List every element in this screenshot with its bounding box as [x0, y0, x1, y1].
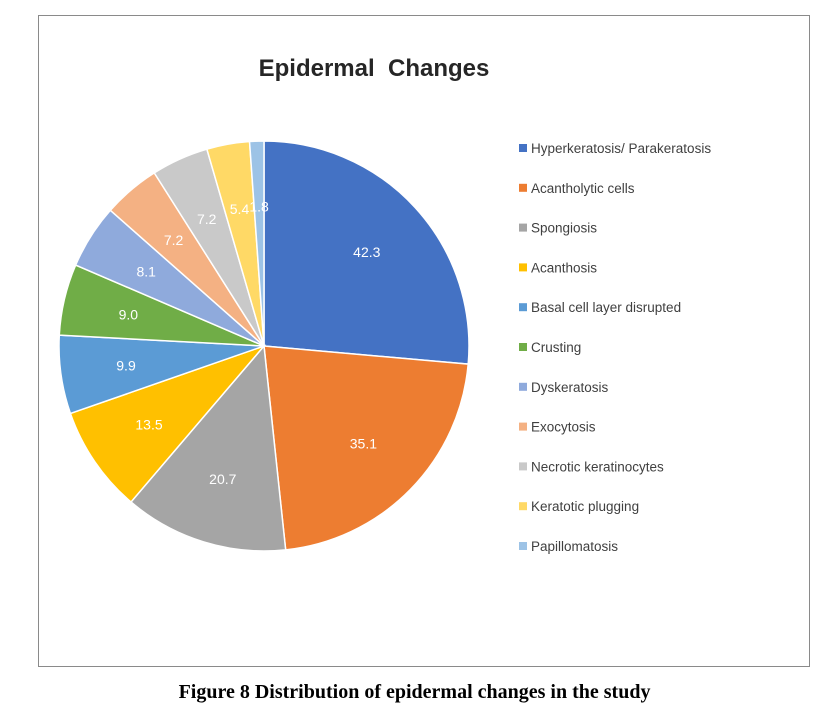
chart-title: Epidermal Changes: [259, 55, 490, 82]
legend-label-9: Keratotic plugging: [531, 499, 639, 514]
legend: Hyperkeratosis/ Parakeratosis Acantholyti…: [519, 141, 711, 554]
legend-swatch-0: [519, 144, 527, 152]
data-label-7: 7.2: [164, 232, 184, 248]
pie-slice-3: [69, 344, 267, 504]
legend-label-10: Papillomatosis: [531, 539, 618, 554]
data-label-6: 8.1: [136, 263, 156, 279]
legend-item-8: Necrotic keratinocytes: [519, 459, 664, 474]
legend-swatch-7: [519, 422, 527, 431]
data-label-3: 13.5: [135, 417, 162, 433]
pie-slice-2: [129, 344, 287, 552]
legend-label-4: Basal cell layer disrupted: [531, 300, 681, 315]
legend-item-6: Dyskeratosis: [519, 380, 609, 395]
data-label-9: 5.4: [230, 201, 250, 217]
legend-swatch-4: [519, 303, 527, 312]
legend-swatch-8: [519, 462, 527, 471]
data-label-1: 35.1: [350, 436, 377, 452]
legend-item-10: Papillomatosis: [519, 539, 618, 554]
legend-swatch-2: [519, 223, 527, 232]
figure-caption: Figure 8 Distribution of epidermal chang…: [178, 681, 651, 703]
legend-item-0: Hyperkeratosis/ Parakeratosis: [519, 141, 711, 156]
data-label-8: 7.2: [197, 211, 217, 227]
legend-item-1: Acantholytic cells: [519, 181, 635, 196]
pie-slice-1: [263, 345, 470, 551]
data-label-5: 9.0: [119, 306, 139, 322]
pie-data-labels: 42.3 35.1 20.7 13.5 9.9 9.0 8.1 7.2 7.2 5.4 1.8: [116, 199, 380, 488]
pie-slices: [58, 140, 470, 552]
legend-label-0: Hyperkeratosis/ Parakeratosis: [531, 141, 711, 156]
pie-slice-10: [248, 140, 265, 347]
legend-swatch-6: [519, 382, 527, 391]
legend-item-4: Basal cell layer disrupted: [519, 300, 681, 315]
data-label-4: 9.9: [116, 358, 136, 374]
data-label-0: 42.3: [353, 244, 380, 260]
legend-swatch-10: [519, 542, 527, 550]
legend-swatch-1: [519, 183, 527, 192]
legend-item-7: Exocytosis: [519, 420, 596, 435]
chart-frame: Epidermal Changes 42.3 35.1 20.7 13.5 9.9 9.0…: [38, 15, 810, 667]
data-label-2: 20.7: [209, 471, 236, 487]
legend-label-5: Crusting: [531, 340, 581, 355]
legend-item-2: Spongiosis: [519, 221, 597, 236]
legend-swatch-3: [519, 263, 527, 272]
pie-chart: Epidermal Changes 42.3 35.1 20.7 13.5 9.9 9.0…: [58, 55, 711, 554]
legend-swatch-9: [519, 502, 527, 511]
data-label-10: 1.8: [249, 199, 269, 215]
legend-swatch-5: [519, 343, 527, 351]
legend-item-5: Crusting: [519, 340, 581, 355]
legend-item-9: Keratotic plugging: [519, 499, 639, 514]
legend-label-2: Spongiosis: [531, 221, 597, 236]
legend-label-7: Exocytosis: [531, 420, 596, 435]
legend-label-1: Acantholytic cells: [531, 181, 635, 196]
legend-label-3: Acanthosis: [531, 260, 597, 275]
legend-label-8: Necrotic keratinocytes: [531, 459, 664, 474]
legend-item-3: Acanthosis: [519, 260, 597, 275]
legend-label-6: Dyskeratosis: [531, 380, 609, 395]
pie-slice-0: [263, 140, 470, 365]
